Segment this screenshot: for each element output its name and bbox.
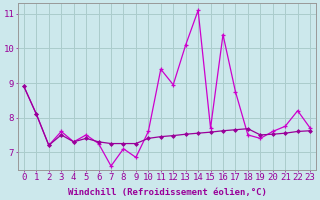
X-axis label: Windchill (Refroidissement éolien,°C): Windchill (Refroidissement éolien,°C) [68,188,267,197]
